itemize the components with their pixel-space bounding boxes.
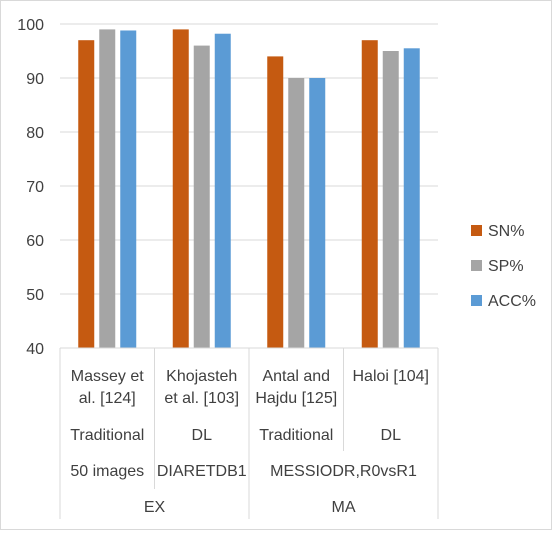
lesion-group-label: EX (144, 499, 166, 516)
bar-sp (99, 29, 116, 349)
lesion-group-label: MA (332, 499, 356, 516)
legend-label: SN% (488, 223, 524, 240)
category-type-label: DL (381, 427, 402, 444)
category-type-label: Traditional (70, 427, 144, 444)
category-method-label: Khojasteh (166, 368, 237, 385)
y-tick-label: 70 (26, 179, 44, 196)
y-tick-label: 80 (26, 125, 44, 142)
legend-label: SP% (488, 258, 524, 275)
bars (78, 29, 420, 349)
bar-sp (288, 78, 305, 348)
y-tick-label: 90 (26, 71, 44, 88)
legend[interactable]: SN% SP% ACC% (471, 223, 536, 310)
category-method-label: et al. [103] (164, 390, 239, 407)
legend-swatch-sp (471, 260, 482, 271)
category-method-label: Massey et (71, 368, 144, 385)
bar-sp (193, 45, 210, 348)
dataset-label: DIARETDB1 (157, 463, 247, 480)
y-tick-label: 60 (26, 233, 44, 250)
category-method-label: Haloi [104] (353, 368, 430, 385)
legend-swatch-sn (471, 225, 482, 236)
bar-sn (78, 40, 95, 348)
bar-acc (120, 30, 137, 348)
legend-label: ACC% (488, 293, 536, 310)
category-method-label: Hajdu [125] (255, 390, 337, 407)
dataset-label: MESSIODR,R0vsR1 (270, 463, 417, 480)
x-axis: Massey et al. [124] Traditional Khojasteh et… (59, 347, 439, 519)
category-type-label: Traditional (259, 427, 333, 444)
y-tick-label: 40 (26, 341, 44, 358)
bar-sn (172, 29, 189, 349)
bar-sn (361, 40, 378, 348)
category-method-label: Antal and (262, 368, 330, 385)
y-tick-label: 100 (17, 17, 44, 34)
bar-acc (309, 78, 326, 348)
y-axis-ticks: 40 50 60 70 80 90 100 (17, 17, 44, 358)
bar-sp (382, 51, 399, 348)
dataset-label: 50 images (70, 463, 144, 480)
gridlines (60, 23, 438, 349)
bar-acc (214, 33, 231, 348)
y-tick-label: 50 (26, 287, 44, 304)
category-method-label: al. [124] (79, 390, 136, 407)
bar-acc (403, 48, 420, 349)
bar-sn (267, 56, 284, 349)
category-type-label: DL (192, 427, 213, 444)
legend-swatch-acc (471, 295, 482, 306)
